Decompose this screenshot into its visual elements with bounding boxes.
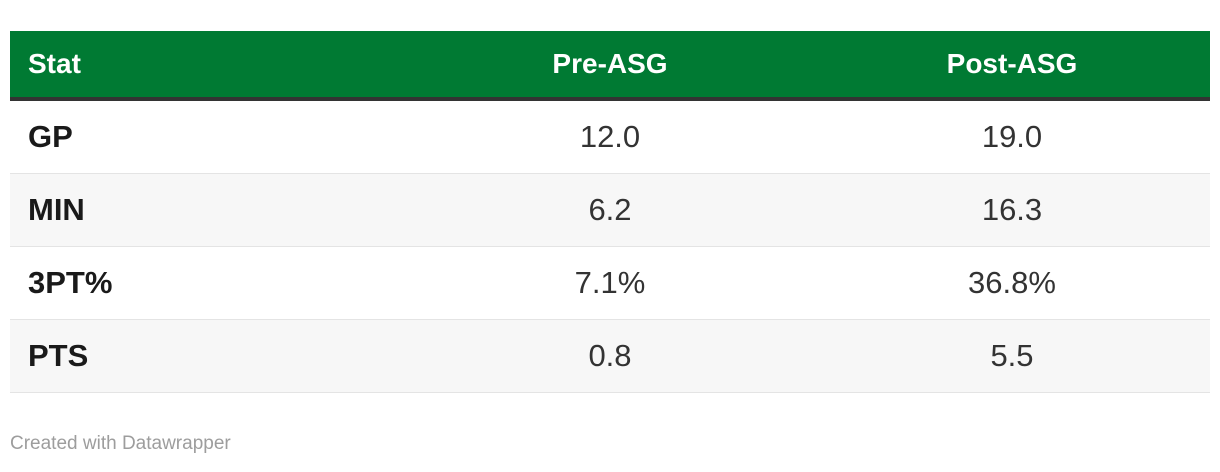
row-label: GP — [28, 119, 73, 154]
table-header-row: Stat Pre-ASG Post-ASG — [10, 31, 1210, 101]
cell-value-pre: 12.0 — [579, 119, 641, 154]
cell-value-post: 19.0 — [981, 119, 1043, 154]
header-cell-stat: Stat — [28, 48, 81, 79]
table-row-gp: GP 12.0 19.0 — [10, 101, 1210, 174]
row-label: PTS — [28, 338, 89, 373]
row-label: 3PT% — [28, 265, 113, 300]
cell-value-post: 36.8% — [968, 265, 1056, 300]
datawrapper-credit-link[interactable]: Created with Datawrapper — [10, 433, 231, 454]
table-row-3pt: 3PT% 7.1% 36.8% — [10, 247, 1210, 320]
stats-table: Stat Pre-ASG Post-ASG GP 12.0 19.0 MIN 6… — [10, 31, 1210, 393]
table-row-min: MIN 6.2 16.3 — [10, 174, 1210, 247]
cell-value-post: 5.5 — [990, 338, 1034, 373]
row-label: MIN — [28, 192, 85, 227]
cell-value-pre: 0.8 — [588, 338, 632, 373]
cell-value-pre: 6.2 — [588, 192, 632, 227]
header-cell-pre-asg: Pre-ASG — [552, 48, 668, 79]
cell-value-post: 16.3 — [981, 192, 1043, 227]
header-cell-post-asg: Post-ASG — [946, 48, 1078, 79]
table-row-pts: PTS 0.8 5.5 — [10, 320, 1210, 393]
cell-value-pre: 7.1% — [574, 265, 646, 300]
